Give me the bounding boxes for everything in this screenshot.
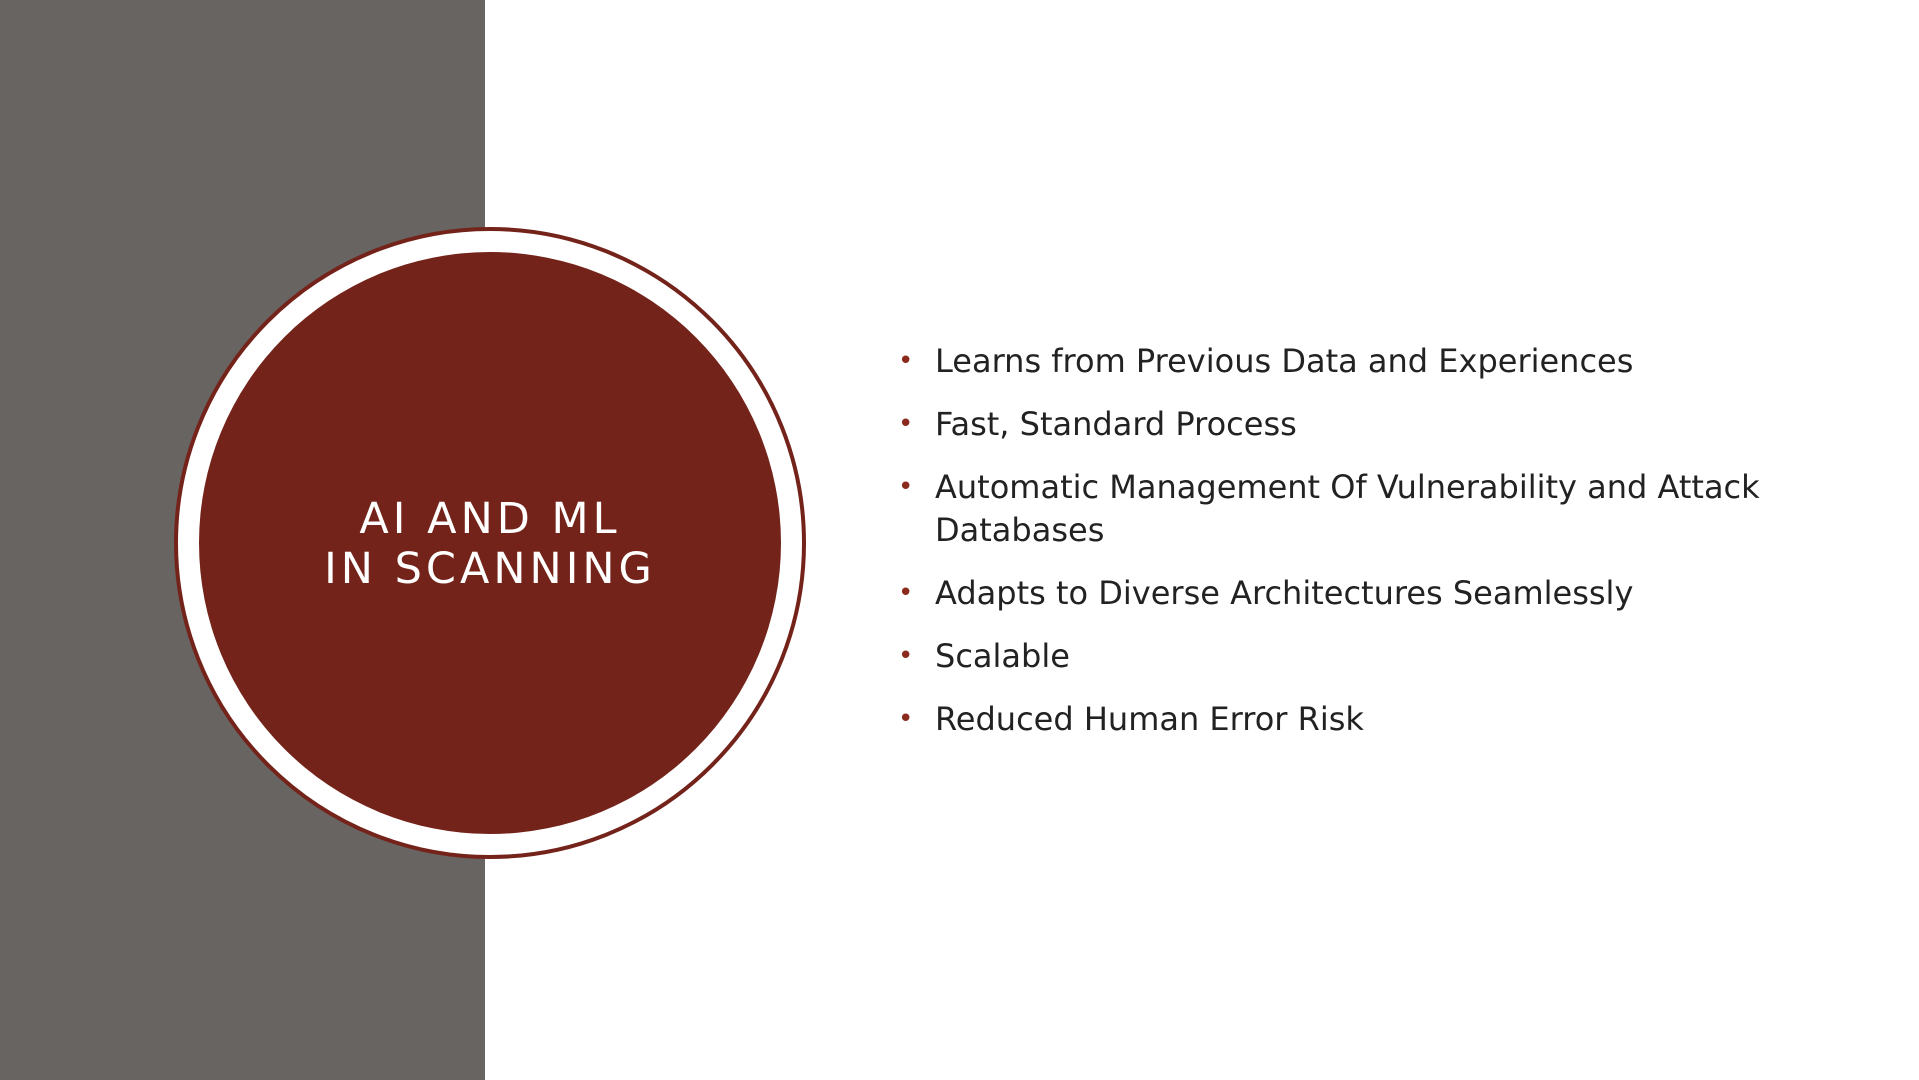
bullet-text: Adapts to Diverse Architectures Seamless… [935, 574, 1634, 612]
bullet-text: Fast, Standard Process [935, 405, 1297, 443]
bullet-item: • Reduced Human Error Risk [892, 698, 1792, 741]
bullet-item: • Scalable [892, 635, 1792, 678]
bullet-item: • Automatic Management Of Vulnerability … [892, 466, 1792, 552]
bullet-text: Scalable [935, 637, 1070, 675]
bullet-text: Automatic Management Of Vulnerability an… [935, 468, 1760, 549]
bullet-icon: • [898, 704, 914, 734]
bullet-text: Reduced Human Error Risk [935, 700, 1364, 738]
title-circle: AI AND ML IN SCANNING [199, 252, 781, 834]
bullet-icon: • [898, 641, 914, 671]
bullet-icon: • [898, 409, 914, 439]
bullet-icon: • [898, 346, 914, 376]
slide-title: AI AND ML IN SCANNING [324, 492, 656, 594]
bullet-icon: • [898, 578, 914, 608]
slide-title-line-1: AI AND ML [359, 494, 621, 544]
bullet-list: • Learns from Previous Data and Experien… [892, 340, 1792, 761]
bullet-item: • Fast, Standard Process [892, 403, 1792, 446]
bullet-text: Learns from Previous Data and Experience… [935, 342, 1634, 380]
slide-title-line-2: IN SCANNING [324, 544, 656, 594]
bullet-item: • Adapts to Diverse Architectures Seamle… [892, 572, 1792, 615]
bullet-item: • Learns from Previous Data and Experien… [892, 340, 1792, 383]
bullet-icon: • [898, 472, 914, 502]
